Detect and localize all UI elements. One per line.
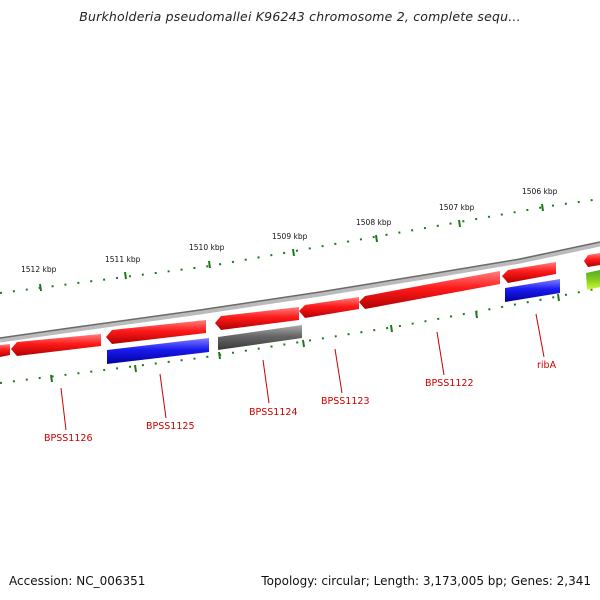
forward-strand-track (0, 253, 600, 357)
label-leader-line (60, 387, 67, 431)
ruler-major-tick (124, 271, 127, 280)
ruler-tick-label: 1512 kbp (21, 265, 57, 274)
label-leader-line (436, 331, 445, 376)
gene-arrow[interactable] (0, 344, 10, 357)
gene-arrow-bpss1124[interactable] (215, 307, 299, 330)
gene-arrow-riba[interactable] (502, 262, 556, 283)
ruler-tick-label: 1506 kbp (522, 187, 558, 196)
inner-ruler (0, 287, 600, 384)
gene-label[interactable]: BPSS1126 (44, 433, 92, 444)
feature-block-blue[interactable] (505, 279, 560, 302)
outer-ruler: 1512 kbp 1511 kbp 1510 kbp 1509 kbp 1508… (0, 187, 600, 294)
ruler-tick-label: 1510 kbp (189, 243, 225, 252)
ruler-tick-label: 1507 kbp (439, 203, 475, 212)
outer-ruler-track (0, 198, 600, 294)
ruler-major-tick (475, 310, 478, 319)
gene-arrow-bpss1126[interactable] (11, 334, 101, 356)
gene-arrow[interactable] (584, 253, 600, 267)
label-leader-line (334, 348, 343, 394)
ruler-tick-label: 1511 kbp (105, 255, 141, 264)
ruler-major-tick (208, 260, 211, 269)
genome-backbone (0, 241, 600, 343)
ruler-major-tick (390, 324, 393, 333)
gene-arrow-bpss1122[interactable] (359, 271, 500, 309)
ruler-tick-label: 1508 kbp (356, 218, 392, 227)
gene-label[interactable]: BPSS1123 (321, 396, 369, 407)
feature-block-green[interactable] (586, 270, 600, 290)
label-leader-line (535, 313, 545, 358)
ruler-tick-label: 1509 kbp (272, 232, 308, 241)
map-title: Burkholderia pseudomallei K96243 chromos… (79, 9, 521, 24)
gene-label[interactable]: BPSS1122 (425, 378, 473, 389)
feature-block-blue[interactable] (107, 338, 209, 364)
ruler-major-tick (541, 203, 544, 212)
ruler-major-tick (302, 339, 305, 348)
ruler-major-tick (39, 283, 42, 292)
ruler-major-tick (134, 364, 137, 373)
ruler-major-tick (375, 234, 378, 243)
inner-ruler-track (0, 287, 600, 384)
gene-arrow-bpss1123[interactable] (299, 297, 359, 318)
genome-summary-text: Topology: circular; Length: 3,173,005 bp… (261, 574, 591, 588)
gene-arrow-bpss1125[interactable] (106, 320, 206, 344)
label-leader-line (262, 359, 270, 404)
ruler-major-tick (292, 248, 295, 257)
accession-text: Accession: NC_006351 (9, 574, 146, 588)
gene-label[interactable]: BPSS1124 (249, 407, 297, 418)
label-leader-line (159, 373, 167, 419)
ruler-major-tick (458, 219, 461, 228)
gene-label[interactable]: ribA (537, 360, 557, 371)
gene-labels: BPSS1126 BPSS1125 BPSS1124 BPSS1123 BPSS… (44, 313, 557, 444)
ruler-major-tick (557, 293, 560, 302)
ruler-major-tick (50, 374, 53, 383)
feature-block-gray[interactable] (218, 325, 302, 350)
gene-label[interactable]: BPSS1125 (146, 421, 194, 432)
feature-track (107, 270, 600, 364)
ruler-major-tick (218, 351, 221, 360)
genome-backbone-shadow (0, 241, 600, 339)
